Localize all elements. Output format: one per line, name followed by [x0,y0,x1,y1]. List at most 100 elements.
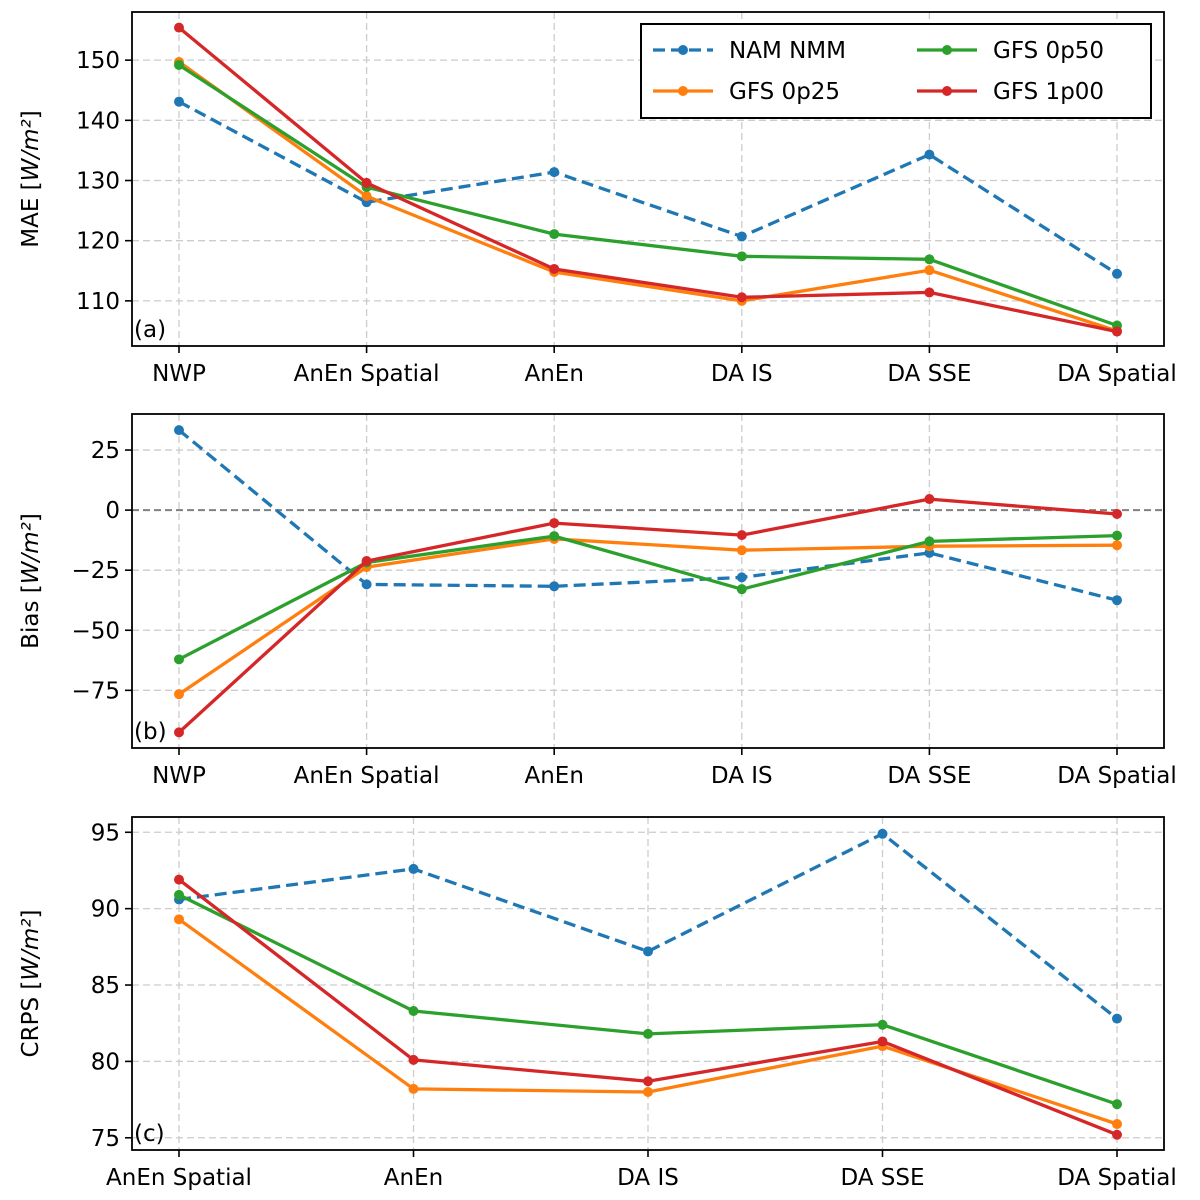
data-point [1112,326,1122,337]
data-point [549,263,560,274]
data-point [643,946,653,957]
x-tick-label: DA SSE [887,361,971,387]
y-tick-label: −50 [71,618,120,644]
data-point [174,889,184,900]
data-point [549,581,560,592]
y-tick-label: 80 [91,1049,120,1075]
y-tick-label: 140 [76,108,120,134]
panels: 110 120 130 140 150 NWP AnEn Spatial AnEn DA IS D… [18,11,1177,1191]
data-point [736,545,747,556]
plot-frame [131,413,1165,749]
data-point [736,572,747,583]
data-point [549,518,560,529]
y-tick-label: −25 [71,558,120,584]
legend-label: GFS 1p00 [993,79,1104,105]
data-point [1112,595,1122,606]
legend-marker [678,45,688,55]
y-tick-label: 75 [91,1126,120,1152]
y-tick-label: 120 [76,229,120,255]
data-point [174,654,184,665]
data-point [1112,268,1122,279]
data-point [174,425,184,436]
data-point [924,494,935,505]
y-tick-label: 85 [91,973,120,999]
y-tick-label: 110 [76,289,120,315]
x-tick-label: DA IS [711,361,773,387]
y-tick-label: 0 [105,498,120,524]
data-point [408,1054,419,1065]
data-point [361,191,372,202]
y-tick-label: 25 [91,438,120,464]
data-point [1112,1099,1122,1110]
y-tick-label: 95 [91,820,120,846]
y-tick-label: −75 [71,678,120,704]
panel-label: (c) [134,1121,165,1147]
series-line [178,60,1118,333]
data-point [877,1019,888,1030]
data-point [408,1083,419,1094]
data-point [1112,540,1122,551]
data-point [924,287,935,298]
y-axis-label: Bias [W/m²] [18,513,44,649]
x-tick-label: NWP [152,763,206,789]
x-tick-label: DA IS [617,1165,679,1191]
data-point [877,1036,888,1047]
data-point [549,229,560,240]
x-tick-label: NWP [152,361,206,387]
x-tick-label: DA SSE [887,763,971,789]
legend-label: GFS 0p50 [993,38,1104,64]
data-point [174,727,184,738]
data-point [736,231,747,242]
data-point [1112,1129,1122,1140]
data-point [174,59,184,70]
data-point [736,251,747,262]
x-tick-label: AnEn [384,1165,443,1191]
data-point [1112,1119,1122,1130]
panel-b: −75 −50 −25 0 25 NWP AnEn Spatial AnEn DA IS DA S… [18,413,1177,789]
data-point [361,177,372,188]
x-tick-label: DA Spatial [1057,763,1177,789]
y-tick-label: 130 [76,169,120,195]
legend-box [640,23,1152,119]
data-point [643,1086,653,1097]
legend: NAM NMM GFS 0p25 GFS 0p50 GFS 1p00 [640,23,1152,119]
data-point [1112,530,1122,541]
x-tick-label: DA IS [711,763,773,789]
data-point [174,914,184,925]
legend-marker [942,45,952,55]
data-point [643,1076,653,1087]
legend-marker [678,86,688,96]
series-line [178,533,1118,661]
data-point [361,556,372,567]
panel-a: 110 120 130 140 150 NWP AnEn Spatial AnEn DA IS D… [18,11,1177,387]
panel-label: (b) [134,719,167,745]
y-axis-label: CRPS [W/m²] [18,910,44,1058]
data-point [643,1028,653,1039]
data-point [877,828,888,839]
plot-frame [131,11,1165,347]
data-point [361,579,372,590]
x-tick-label: AnEn [524,361,583,387]
data-point [924,265,935,276]
data-point [549,531,560,542]
x-tick-label: DA SSE [840,1165,924,1191]
panel-label: (a) [134,317,166,343]
data-point [174,874,184,885]
data-point [924,149,935,160]
data-point [549,167,560,178]
data-point [174,22,184,33]
data-point [924,536,935,547]
series-line [178,63,1118,328]
series-line [177,428,1118,602]
x-tick-label: AnEn [524,763,583,789]
y-tick-label: 90 [91,897,120,923]
x-tick-label: AnEn Spatial [294,763,440,789]
legend-label: GFS 0p25 [729,79,840,105]
data-point [408,863,419,874]
data-point [736,292,747,303]
x-tick-label: DA Spatial [1057,1165,1177,1191]
y-axis-label: MAE [W/m²] [18,110,44,248]
data-point [736,530,747,541]
data-point [408,1005,419,1016]
